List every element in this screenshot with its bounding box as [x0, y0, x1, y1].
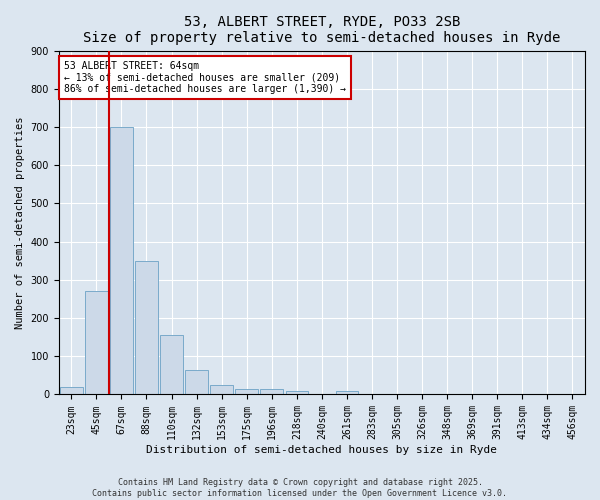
Bar	[286, 390, 308, 394]
Bar	[235, 388, 258, 394]
Bar	[185, 370, 208, 394]
Bar	[260, 388, 283, 394]
Text: 53 ALBERT STREET: 64sqm
← 13% of semi-detached houses are smaller (209)
86% of s: 53 ALBERT STREET: 64sqm ← 13% of semi-de…	[64, 61, 346, 94]
Bar	[135, 260, 158, 394]
Bar	[110, 127, 133, 394]
Y-axis label: Number of semi-detached properties: Number of semi-detached properties	[15, 116, 25, 329]
Bar	[211, 385, 233, 394]
Bar	[85, 292, 107, 395]
Bar	[160, 335, 183, 394]
Title: 53, ALBERT STREET, RYDE, PO33 2SB
Size of property relative to semi-detached hou: 53, ALBERT STREET, RYDE, PO33 2SB Size o…	[83, 15, 560, 45]
Text: Contains HM Land Registry data © Crown copyright and database right 2025.
Contai: Contains HM Land Registry data © Crown c…	[92, 478, 508, 498]
Bar	[60, 387, 83, 394]
Bar	[335, 392, 358, 394]
X-axis label: Distribution of semi-detached houses by size in Ryde: Distribution of semi-detached houses by …	[146, 445, 497, 455]
